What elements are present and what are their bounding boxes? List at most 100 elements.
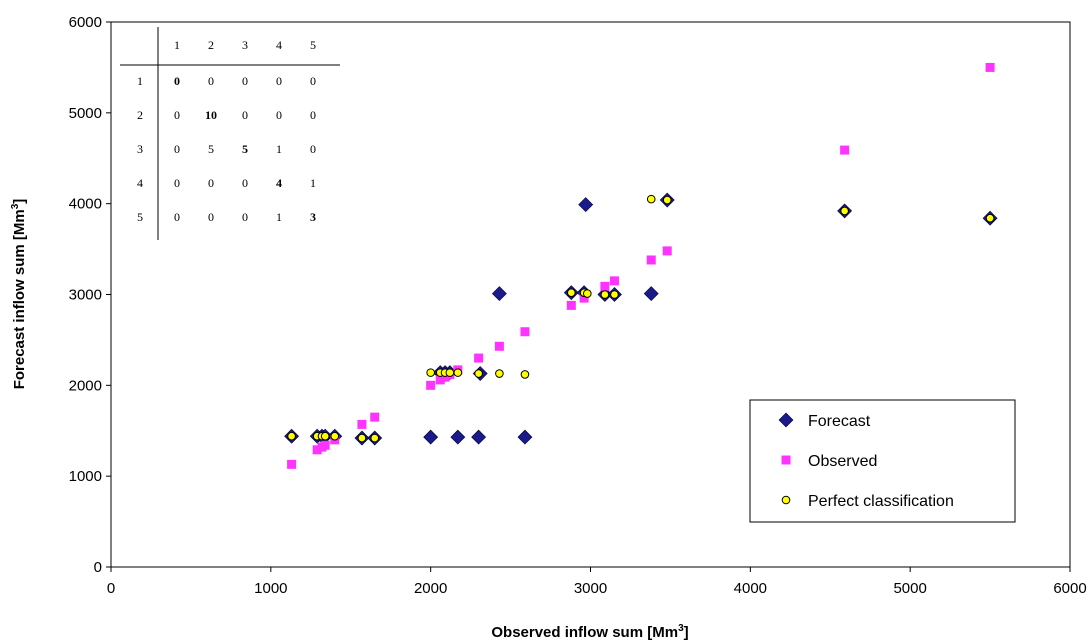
observed-point bbox=[646, 255, 656, 265]
legend-marker bbox=[778, 412, 794, 428]
matrix-cell: 0 bbox=[242, 108, 248, 122]
perfect-classification-point bbox=[320, 431, 330, 441]
observed-point bbox=[435, 375, 445, 385]
observed-point bbox=[840, 145, 850, 155]
matrix-cell: 0 bbox=[174, 210, 180, 224]
perfect-classification-point bbox=[495, 369, 504, 378]
matrix-cell: 5 bbox=[208, 142, 214, 156]
observed-point bbox=[609, 276, 619, 286]
matrix-cell: 4 bbox=[276, 176, 282, 190]
observed-point bbox=[426, 380, 436, 390]
matrix-cell: 0 bbox=[174, 108, 180, 122]
perfect-classification-point bbox=[330, 431, 340, 441]
matrix-cell: 0 bbox=[276, 108, 282, 122]
matrix-cell: 0 bbox=[310, 142, 316, 156]
perfect-classification-point bbox=[426, 368, 435, 377]
y-tick-label: 6000 bbox=[69, 14, 102, 31]
matrix-cell: 0 bbox=[174, 74, 180, 88]
x-tick-label: 4000 bbox=[734, 580, 767, 597]
observed-point bbox=[579, 293, 589, 303]
observed-point bbox=[440, 372, 450, 382]
perfect-classification-point bbox=[453, 368, 463, 377]
data-points bbox=[284, 62, 998, 469]
x-tick-label: 2000 bbox=[414, 580, 447, 597]
matrix-column-header: 2 bbox=[208, 38, 214, 52]
legend-box bbox=[749, 399, 1016, 523]
observed-point bbox=[600, 281, 610, 291]
matrix-row-header: 3 bbox=[137, 142, 143, 156]
observed-point bbox=[357, 419, 367, 429]
observed-point bbox=[312, 445, 322, 455]
perfect-classification-point bbox=[445, 368, 455, 377]
y-tick-label: 1000 bbox=[69, 468, 102, 485]
legend-marker bbox=[781, 455, 791, 465]
series-perfect-classification bbox=[287, 194, 995, 443]
matrix-column-header: 1 bbox=[174, 38, 180, 52]
perfect-classification-point bbox=[583, 289, 592, 298]
observed-point bbox=[320, 440, 330, 450]
y-tick-label: 2000 bbox=[69, 377, 102, 394]
legend-label: Perfect classification bbox=[808, 493, 954, 510]
observed-point bbox=[566, 300, 576, 310]
perfect-classification-point bbox=[610, 290, 619, 299]
matrix-row-header: 4 bbox=[137, 176, 143, 190]
observed-point bbox=[494, 341, 504, 351]
forecast-point bbox=[578, 197, 594, 212]
perfect-classification-point bbox=[474, 369, 483, 378]
matrix-row-header: 5 bbox=[137, 210, 143, 224]
matrix-row-header: 1 bbox=[137, 74, 143, 88]
observed-point bbox=[474, 353, 484, 363]
perfect-classification-point bbox=[985, 213, 995, 223]
observed-point bbox=[520, 327, 530, 337]
perfect-classification-point bbox=[840, 206, 849, 216]
observed-point bbox=[287, 459, 297, 469]
perfect-classification-point bbox=[357, 433, 367, 443]
matrix-column-header: 3 bbox=[242, 38, 248, 52]
matrix-cell: 0 bbox=[208, 210, 214, 224]
forecast-point bbox=[517, 429, 533, 445]
matrix-cell: 0 bbox=[242, 210, 248, 224]
y-axis-title: Forecast inflow sum [Mm3] bbox=[10, 199, 28, 390]
matrix-column-header: 4 bbox=[276, 38, 282, 52]
y-axis: 0 1000 2000 3000 4000 5000 6000 bbox=[69, 14, 111, 576]
forecast-point bbox=[643, 286, 659, 302]
forecast-point bbox=[471, 429, 487, 445]
legend-label: Forecast bbox=[808, 413, 871, 430]
perfect-classification-point bbox=[662, 195, 672, 205]
perfect-classification-point bbox=[600, 290, 610, 299]
matrix-cell: 0 bbox=[208, 176, 214, 190]
perfect-classification-point bbox=[287, 431, 296, 441]
matrix-column-header: 5 bbox=[310, 38, 316, 52]
matrix-cell: 0 bbox=[174, 142, 180, 156]
perfect-classification-point bbox=[370, 433, 380, 443]
observed-point bbox=[662, 246, 672, 256]
y-tick-label: 3000 bbox=[69, 287, 102, 304]
perfect-classification-point bbox=[520, 370, 530, 379]
x-axis-title: Observed inflow sum [Mm3] bbox=[491, 623, 688, 641]
x-axis: 0 1000 2000 3000 4000 5000 6000 bbox=[107, 567, 1087, 597]
matrix-cell: 5 bbox=[242, 142, 248, 156]
x-tick-label: 1000 bbox=[254, 580, 287, 597]
matrix-cell: 1 bbox=[310, 176, 316, 190]
x-tick-label: 6000 bbox=[1053, 580, 1086, 597]
matrix-cell: 1 bbox=[276, 142, 282, 156]
y-tick-label: 4000 bbox=[69, 196, 102, 213]
legend-label: Observed bbox=[808, 453, 877, 470]
matrix-cell: 3 bbox=[310, 210, 316, 224]
matrix-cell: 0 bbox=[310, 74, 316, 88]
matrix-row-header: 2 bbox=[137, 108, 143, 122]
matrix-cell: 10 bbox=[205, 108, 217, 122]
y-tick-label: 0 bbox=[94, 559, 102, 576]
forecast-point bbox=[491, 286, 507, 302]
x-tick-label: 0 bbox=[107, 580, 115, 597]
legend-marker bbox=[781, 495, 791, 505]
matrix-cell: 0 bbox=[208, 74, 214, 88]
legend: Forecast Observed Perfect classification bbox=[749, 399, 1016, 523]
perfect-classification-point bbox=[567, 288, 576, 297]
matrix-cell: 0 bbox=[276, 74, 282, 88]
perfect-classification-point bbox=[646, 194, 656, 204]
matrix-cell: 0 bbox=[242, 176, 248, 190]
matrix-cell: 0 bbox=[174, 176, 180, 190]
